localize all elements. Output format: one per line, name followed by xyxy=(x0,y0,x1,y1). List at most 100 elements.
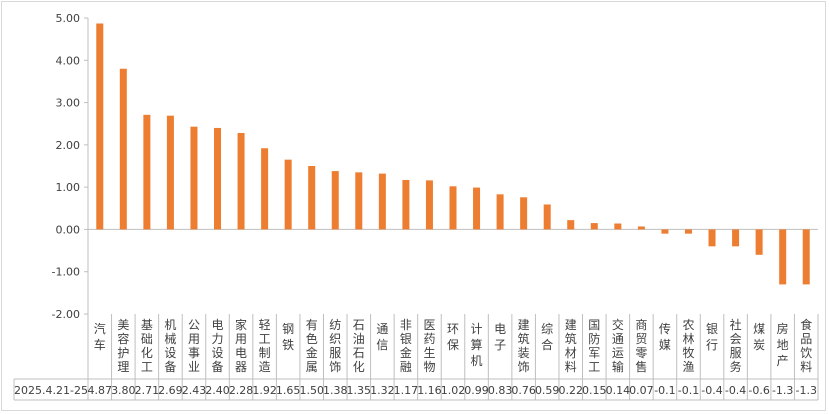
y-tick-label: 5.00 xyxy=(56,12,81,25)
value-label: 1.50 xyxy=(299,384,324,397)
category-label: 纺织服饰 xyxy=(329,318,341,374)
bar xyxy=(496,194,504,230)
bar xyxy=(449,186,457,230)
value-label: 2.69 xyxy=(158,384,183,397)
category-label: 基础化工 xyxy=(141,318,153,374)
y-tick-label: 1.00 xyxy=(56,181,81,194)
bar xyxy=(96,23,104,230)
data-table: 2025.4.21-25 4.87 3.80 2.71 2.69 2.43 2.40 2.28… xyxy=(13,314,819,401)
bar xyxy=(708,229,716,247)
category-label: 银行 xyxy=(706,322,718,352)
bar xyxy=(331,171,339,230)
category-label: 轻工制造 xyxy=(259,318,271,374)
category-label: 通信 xyxy=(376,322,388,352)
value-label: 0.99 xyxy=(464,384,489,397)
category-label: 国防军工 xyxy=(588,318,600,374)
category-label: 石油石化 xyxy=(353,318,365,374)
y-tick-label: 4.00 xyxy=(56,54,81,67)
bar xyxy=(590,223,598,230)
category-label: 电子 xyxy=(494,322,506,352)
value-label: 1.92 xyxy=(252,384,277,397)
value-label: 1.17 xyxy=(394,384,419,397)
category-label: 计算机 xyxy=(471,322,483,368)
value-label: 1.02 xyxy=(441,384,466,397)
y-tick-label: 3.00 xyxy=(56,97,81,110)
value-label: -1.3 xyxy=(772,384,793,397)
category-label: 建筑材料 xyxy=(565,318,577,374)
category-label: 社会服务 xyxy=(730,317,742,374)
category-label: 公用事业 xyxy=(188,318,200,374)
bar xyxy=(237,133,245,230)
bar xyxy=(520,197,528,230)
category-label: 传媒 xyxy=(659,321,671,352)
bar xyxy=(261,148,269,230)
value-label: 0.14 xyxy=(606,384,631,397)
category-label: 汽车 xyxy=(94,321,106,352)
y-tick-label: 0.00 xyxy=(56,223,81,236)
value-label: 1.32 xyxy=(370,384,395,397)
bar xyxy=(732,229,740,247)
category-label: 环保 xyxy=(447,322,459,352)
value-label: -0.1 xyxy=(654,384,675,397)
value-label: 2.28 xyxy=(229,384,254,397)
bar xyxy=(214,127,222,230)
value-label: 1.65 xyxy=(276,384,301,397)
category-label: 电力设备 xyxy=(212,318,224,374)
category-label: 非银金融 xyxy=(400,318,412,374)
bar xyxy=(543,204,551,230)
value-label: -0.4 xyxy=(701,384,722,397)
value-label: -0.4 xyxy=(725,384,746,397)
category-label: 有色金属 xyxy=(306,318,318,374)
category-label: 建筑装饰 xyxy=(518,318,530,374)
value-label: 0.59 xyxy=(535,384,560,397)
bar xyxy=(308,166,316,230)
category-label: 美容护理 xyxy=(117,318,129,374)
value-label: 1.35 xyxy=(347,384,372,397)
bar xyxy=(614,223,622,230)
y-tick-label: -1.00 xyxy=(52,266,80,279)
category-label: 家用电器 xyxy=(235,317,247,374)
bar xyxy=(661,229,669,234)
category-label: 食品饮料 xyxy=(800,317,812,374)
bar xyxy=(378,173,386,230)
value-label: 0.76 xyxy=(511,384,536,397)
bar xyxy=(355,172,363,230)
category-label: 综合 xyxy=(541,322,553,352)
y-tick-label: -2.00 xyxy=(52,308,80,321)
bar xyxy=(473,187,481,230)
value-label: 2.71 xyxy=(135,384,160,397)
value-label: 0.07 xyxy=(629,384,654,397)
bar xyxy=(425,180,433,230)
y-tick-label: 2.00 xyxy=(56,139,81,152)
category-label: 交通运输 xyxy=(612,317,624,374)
bar xyxy=(190,126,198,230)
value-label: 0.83 xyxy=(488,384,513,397)
bar xyxy=(567,220,575,230)
category-label: 机械设备 xyxy=(164,318,176,374)
bar xyxy=(684,229,692,234)
bar xyxy=(284,159,292,230)
bars xyxy=(96,23,810,285)
bar xyxy=(779,229,787,285)
value-label: 3.80 xyxy=(111,384,136,397)
bar xyxy=(637,226,645,230)
category-labels: 汽车美容护理基础化工机械设备公用事业电力设备家用电器轻工制造钢铁有色金属纺织服饰… xyxy=(94,317,812,374)
value-label: 4.87 xyxy=(88,384,113,397)
bar xyxy=(166,115,174,230)
category-label: 钢铁 xyxy=(282,322,294,352)
category-label: 医药生物 xyxy=(423,318,435,374)
category-label: 商贸零售 xyxy=(635,317,647,374)
value-label: 1.16 xyxy=(417,384,442,397)
value-label: 1.38 xyxy=(323,384,348,397)
value-label: 2.40 xyxy=(205,384,230,397)
table-row-label: 2025.4.21-25 xyxy=(14,384,88,397)
bar xyxy=(119,68,127,230)
category-label: 房地产 xyxy=(777,321,789,368)
category-label: 农林牧渔 xyxy=(682,318,694,374)
y-axis: 5.00 4.00 3.00 2.00 1.00 0.00 -1.00 -2.00 xyxy=(52,12,818,321)
category-label: 煤炭 xyxy=(753,322,765,352)
value-label: 0.22 xyxy=(558,384,583,397)
bar xyxy=(755,229,763,255)
